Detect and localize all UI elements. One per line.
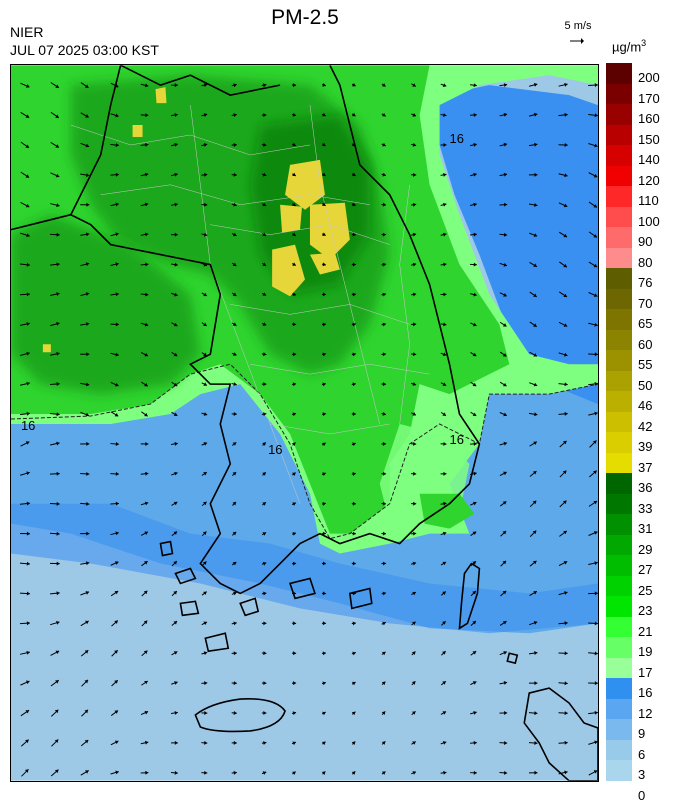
colorbar-tick-label: 31 bbox=[638, 522, 652, 535]
colorbar-tick-label: 16 bbox=[638, 686, 652, 699]
colorbar-segment bbox=[606, 535, 632, 556]
hotspot-sea bbox=[43, 344, 51, 352]
colorbar-tick-label: 39 bbox=[638, 440, 652, 453]
colorbar-segment bbox=[606, 719, 632, 740]
colorbar-segment bbox=[606, 432, 632, 453]
colorbar-tick-label: 37 bbox=[638, 461, 652, 474]
colorbar-segment bbox=[606, 186, 632, 207]
map-title: PM-2.5 bbox=[230, 6, 380, 30]
colorbar-tick-label: 19 bbox=[638, 645, 652, 658]
colorbar-tick-label: 46 bbox=[638, 399, 652, 412]
colorbar-tick-label: 12 bbox=[638, 707, 652, 720]
colorbar-segment bbox=[606, 760, 632, 781]
colorbar-tick-label: 33 bbox=[638, 502, 652, 515]
colorbar-tick-label: 6 bbox=[638, 748, 645, 761]
colorbar-tick-label: 50 bbox=[638, 379, 652, 392]
colorbar-tick-label: 25 bbox=[638, 584, 652, 597]
colorbar-segment bbox=[606, 617, 632, 638]
colorbar-tick-label: 27 bbox=[638, 563, 652, 576]
colorbar-tick-label: 70 bbox=[638, 297, 652, 310]
colorbar-segment bbox=[606, 350, 632, 371]
colorbar-tick-label: 0 bbox=[638, 789, 645, 802]
colorbar-segment bbox=[606, 84, 632, 105]
colorbar bbox=[606, 63, 632, 781]
unit-base: µg/m bbox=[612, 39, 641, 54]
colorbar-tick-label: 150 bbox=[638, 133, 660, 146]
colorbar-segment bbox=[606, 63, 632, 84]
colorbar-tick-label: 76 bbox=[638, 276, 652, 289]
wind-reference-label: 5 m/s bbox=[550, 20, 606, 32]
colorbar-tick-label: 160 bbox=[638, 112, 660, 125]
colorbar-segment bbox=[606, 166, 632, 187]
colorbar-segment bbox=[606, 576, 632, 597]
colorbar-tick-label: 110 bbox=[638, 194, 659, 207]
hotspot-far-north bbox=[156, 87, 167, 103]
colorbar-tick-label: 170 bbox=[638, 92, 660, 105]
colorbar-tick-label: 55 bbox=[638, 358, 652, 371]
colorbar-tick-label: 9 bbox=[638, 727, 645, 740]
colorbar-tick-label: 65 bbox=[638, 317, 652, 330]
colorbar-tick-label: 120 bbox=[638, 174, 660, 187]
colorbar-segment bbox=[606, 637, 632, 658]
colorbar-tick-label: 200 bbox=[638, 71, 660, 84]
colorbar-tick-label: 21 bbox=[638, 625, 652, 638]
timestamp-label: JUL 07 2025 03:00 KST bbox=[10, 42, 159, 58]
colorbar-segment bbox=[606, 289, 632, 310]
contour-label-south: 16 bbox=[268, 442, 282, 457]
hotspot-center-2 bbox=[280, 205, 302, 233]
colorbar-tick-label: 23 bbox=[638, 604, 652, 617]
colorbar-segment bbox=[606, 330, 632, 351]
colorbar-segment bbox=[606, 145, 632, 166]
contour-label-southeast: 16 bbox=[450, 432, 464, 447]
colorbar-segment bbox=[606, 227, 632, 248]
colorbar-tick-label: 3 bbox=[638, 768, 645, 781]
colorbar-tick-label: 90 bbox=[638, 235, 652, 248]
colorbar-tick-label: 29 bbox=[638, 543, 652, 556]
colorbar-segment bbox=[606, 104, 632, 125]
colorbar-segment bbox=[606, 371, 632, 392]
colorbar-segment bbox=[606, 207, 632, 228]
colorbar-segment bbox=[606, 514, 632, 535]
colorbar-segment bbox=[606, 268, 632, 289]
colorbar-segment bbox=[606, 412, 632, 433]
colorbar-tick-label: 80 bbox=[638, 256, 652, 269]
colorbar-segment bbox=[606, 596, 632, 617]
colorbar-tick-label: 17 bbox=[638, 666, 652, 679]
colorbar-tick-label: 42 bbox=[638, 420, 652, 433]
colorbar-segment bbox=[606, 248, 632, 269]
colorbar-segment bbox=[606, 699, 632, 720]
colorbar-tick-label: 100 bbox=[638, 215, 660, 228]
colorbar-segment bbox=[606, 740, 632, 761]
unit-exponent: 3 bbox=[641, 38, 646, 48]
colorbar-segment bbox=[606, 678, 632, 699]
colorbar-segment bbox=[606, 309, 632, 330]
colorbar-segment bbox=[606, 555, 632, 576]
colorbar-segment bbox=[606, 453, 632, 474]
contour-label-west: 16 bbox=[21, 418, 35, 433]
colorbar-segment bbox=[606, 391, 632, 412]
colorbar-tick-label: 60 bbox=[638, 338, 652, 351]
colorbar-tick-label: 140 bbox=[638, 153, 660, 166]
colorbar-tick-label: 36 bbox=[638, 481, 652, 494]
pm25-map: 16 16 16 16 bbox=[10, 64, 599, 782]
colorbar-segment bbox=[606, 473, 632, 494]
colorbar-segment bbox=[606, 494, 632, 515]
colorbar-segment bbox=[606, 125, 632, 146]
hotspot-north-2 bbox=[133, 125, 143, 137]
contour-label-east: 16 bbox=[450, 131, 464, 146]
wind-reference-arrow-icon bbox=[569, 36, 585, 46]
unit-label: µg/m3 bbox=[612, 38, 646, 54]
colorbar-segment bbox=[606, 658, 632, 679]
agency-label: NIER bbox=[10, 24, 43, 40]
